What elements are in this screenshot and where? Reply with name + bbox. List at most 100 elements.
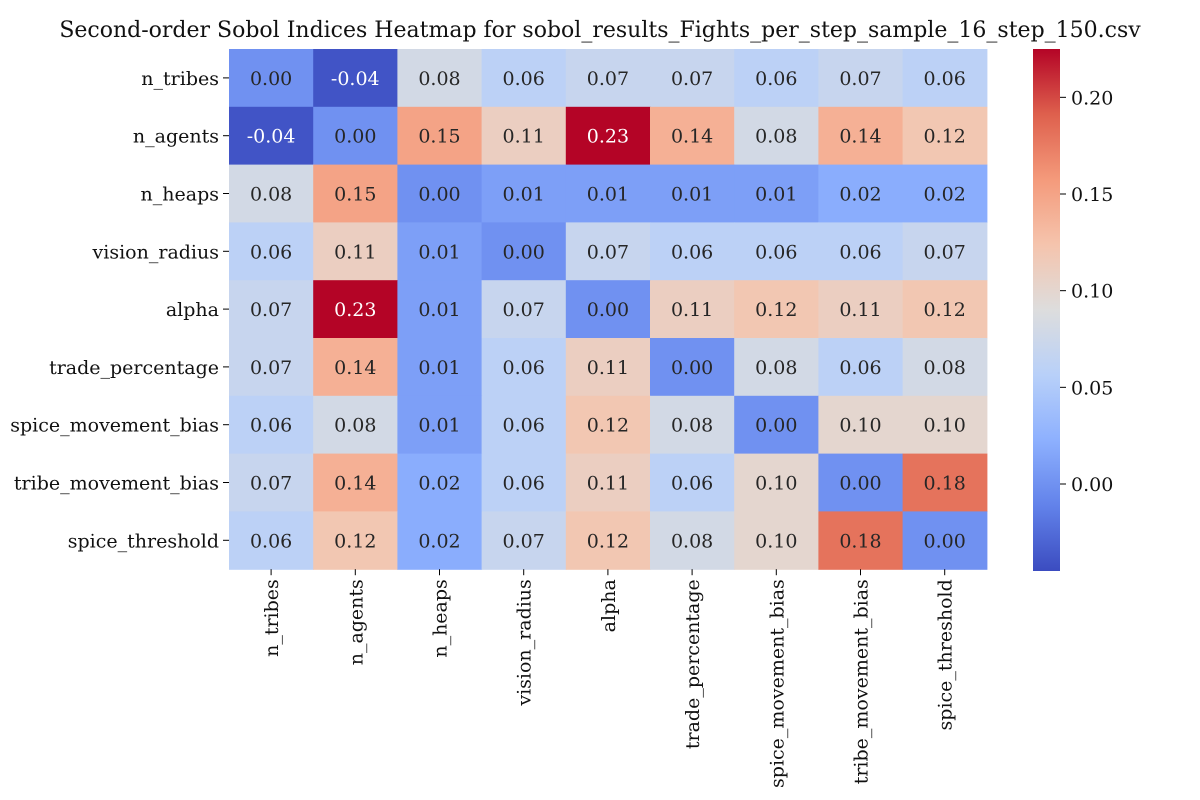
heatmap-cell-4-2 (397, 280, 483, 339)
cell-value-label-2-3: 0.01 (503, 184, 545, 206)
cell-value-label-1-2: 0.15 (418, 126, 460, 148)
cell-value-label-4-2: 0.01 (418, 299, 460, 321)
row-label-1: n_agents (133, 126, 219, 148)
cell-value-label-6-7: 0.10 (839, 415, 881, 437)
cell-value-label-6-6: 0.00 (755, 415, 797, 437)
column-label-6: spice_movement_bias (766, 579, 788, 788)
cell-value-label-3-7: 0.06 (839, 241, 881, 263)
colorbar-tick-label-2: 0.10 (1071, 281, 1113, 303)
heatmap-cell-3-0 (229, 222, 314, 281)
cell-value-label-6-8: 0.10 (924, 415, 966, 437)
cell-value-label-5-3: 0.06 (503, 357, 545, 379)
cell-value-label-5-0: 0.07 (250, 357, 292, 379)
column-label-8: spice_threshold (935, 579, 957, 730)
heatmap-cell-1-1 (313, 106, 398, 166)
heatmap-cell-3-8 (902, 222, 988, 281)
heatmap-cell-0-2 (397, 49, 483, 108)
heatmap-cell-1-3 (481, 106, 567, 166)
heatmap-cell-1-5 (650, 106, 735, 166)
heatmap-cell-5-6 (734, 338, 819, 397)
cell-value-label-2-6: 0.01 (755, 184, 797, 206)
heatmap-cell-8-8 (902, 511, 988, 570)
cell-value-label-3-5: 0.06 (671, 241, 713, 263)
heatmap-cell-1-7 (818, 106, 904, 166)
heatmap-cell-1-0 (229, 106, 314, 166)
cell-value-label-7-7: 0.00 (839, 473, 881, 495)
heatmap-cell-1-8 (902, 106, 988, 166)
heatmap-cell-0-1 (313, 49, 398, 108)
cell-value-label-7-6: 0.10 (755, 473, 797, 495)
cell-value-label-1-6: 0.08 (755, 126, 797, 148)
heatmap-cells: 0.00 -0.04 0.08 0.06 0.07 0.07 0.06 0.07 0.06 -0.… (229, 49, 988, 570)
heatmap-cell-4-1 (313, 280, 398, 339)
cell-value-label-0-8: 0.06 (924, 68, 966, 90)
row-label-7: tribe_movement_bias (14, 473, 219, 495)
cell-value-label-6-2: 0.01 (418, 415, 460, 437)
column-label-3: vision_radius (514, 579, 536, 706)
column-label-5: trade_percentage (682, 579, 704, 749)
cell-value-label-1-8: 0.12 (924, 126, 966, 148)
row-label-2: n_heaps (141, 184, 219, 206)
column-label-2: n_heaps (430, 579, 452, 657)
cell-value-label-4-4: 0.00 (587, 299, 629, 321)
heatmap-cell-4-3 (481, 280, 567, 339)
heatmap-cell-8-3 (481, 511, 567, 570)
cell-value-label-4-3: 0.07 (503, 299, 545, 321)
cell-value-label-6-4: 0.12 (587, 415, 629, 437)
cell-value-label-3-0: 0.06 (250, 241, 292, 263)
cell-value-label-5-5: 0.00 (671, 357, 713, 379)
heatmap-cell-8-6 (734, 511, 819, 570)
heatmap-cell-3-4 (565, 222, 651, 281)
heatmap-cell-3-7 (818, 222, 904, 281)
cell-value-label-3-3: 0.00 (503, 241, 545, 263)
heatmap-cell-4-4 (565, 280, 651, 339)
heatmap-cell-7-8 (902, 453, 988, 512)
heatmap-cell-4-0 (229, 280, 314, 339)
cell-value-label-8-1: 0.12 (334, 530, 376, 552)
heatmap-cell-0-0 (229, 49, 314, 108)
cell-value-label-4-1: 0.23 (334, 299, 376, 321)
cell-value-label-0-5: 0.07 (671, 68, 713, 90)
cell-value-label-1-1: 0.00 (334, 126, 376, 148)
cell-value-label-3-1: 0.11 (334, 241, 376, 263)
cell-value-label-4-6: 0.12 (755, 299, 797, 321)
cell-value-label-0-2: 0.08 (418, 68, 460, 90)
heatmap-cell-5-1 (313, 338, 398, 397)
cell-value-label-6-0: 0.06 (250, 415, 292, 437)
row-label-6: spice_movement_bias (10, 415, 219, 437)
cell-value-label-7-2: 0.02 (418, 473, 460, 495)
heatmap-cell-5-7 (818, 338, 904, 397)
heatmap-cell-6-6 (734, 395, 819, 455)
heatmap-cell-8-1 (313, 511, 398, 570)
cell-value-label-2-0: 0.08 (250, 184, 292, 206)
heatmap-cell-7-0 (229, 453, 314, 512)
cell-value-label-7-8: 0.18 (924, 473, 966, 495)
heatmap-cell-6-7 (818, 395, 904, 455)
heatmap-cell-5-8 (902, 338, 988, 397)
cell-value-label-2-1: 0.15 (334, 184, 376, 206)
cell-value-label-5-1: 0.14 (334, 357, 376, 379)
column-axis-labels: n_tribes n_agents n_heaps vision_radius alph… (261, 569, 957, 788)
heatmap-cell-3-2 (397, 222, 483, 281)
cell-value-label-5-8: 0.08 (924, 357, 966, 379)
heatmap-cell-3-3 (481, 222, 567, 281)
cell-value-label-2-8: 0.02 (924, 184, 966, 206)
cell-value-label-0-7: 0.07 (839, 68, 881, 90)
cell-value-label-8-8: 0.00 (924, 530, 966, 552)
heatmap-cell-8-2 (397, 511, 483, 570)
heatmap-cell-8-4 (565, 511, 651, 570)
heatmap-cell-2-8 (902, 164, 988, 223)
heatmap-cell-1-2 (397, 106, 483, 166)
row-label-8: spice_threshold (68, 530, 219, 552)
cell-value-label-0-4: 0.07 (587, 68, 629, 90)
cell-value-label-8-0: 0.06 (250, 530, 292, 552)
cell-value-label-2-2: 0.00 (418, 184, 460, 206)
heatmap-cell-0-3 (481, 49, 567, 108)
cell-value-label-7-0: 0.07 (250, 473, 292, 495)
cell-value-label-3-8: 0.07 (924, 241, 966, 263)
cell-value-label-0-3: 0.06 (503, 68, 545, 90)
column-label-4: alpha (598, 579, 620, 632)
colorbar-tick-label-1: 0.05 (1071, 377, 1113, 399)
cell-value-label-1-0: -0.04 (247, 126, 296, 148)
heatmap-cell-8-7 (818, 511, 904, 570)
